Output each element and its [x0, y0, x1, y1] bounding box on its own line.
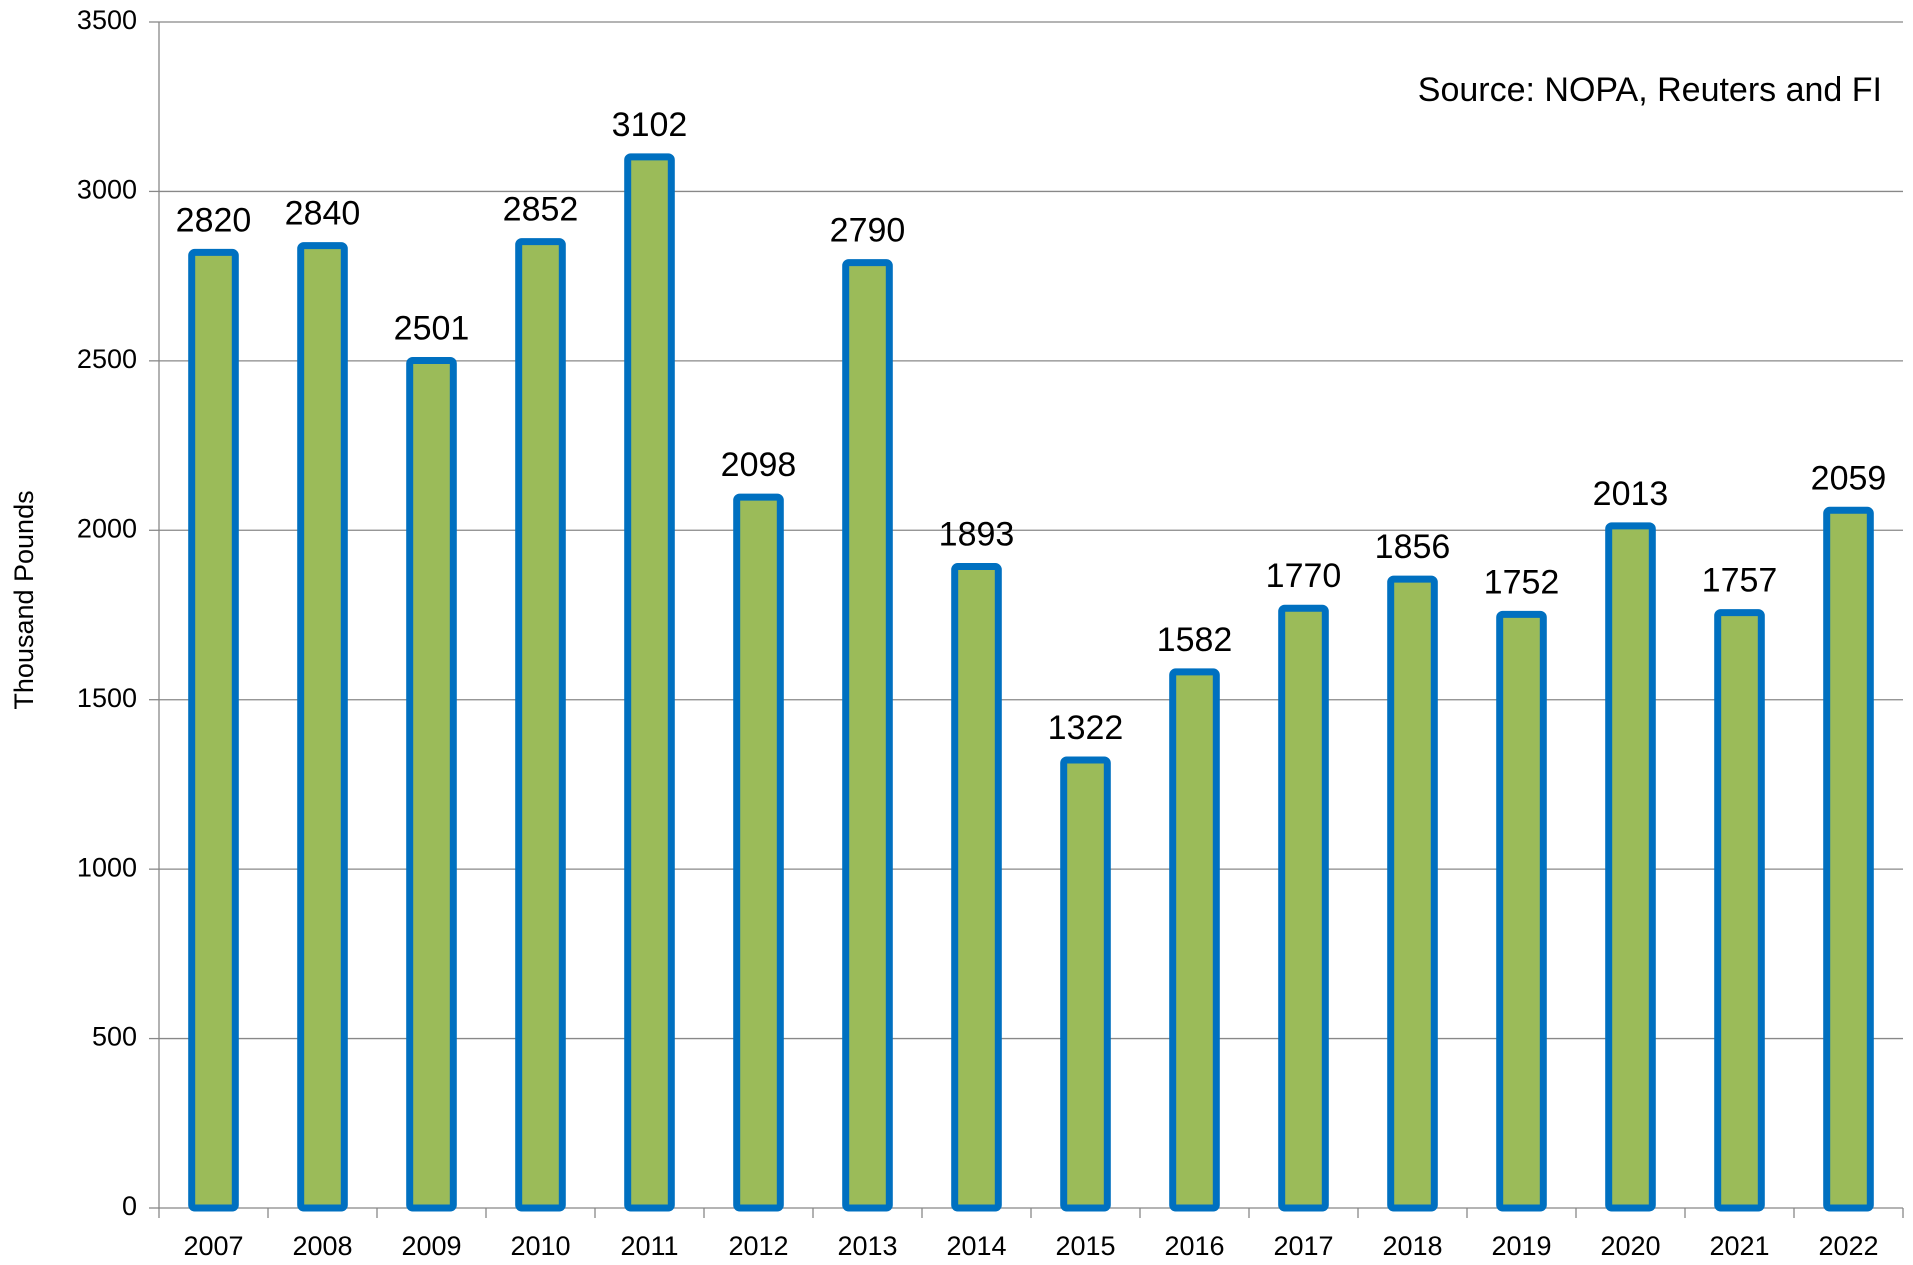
- value-label: 1752: [1484, 563, 1560, 601]
- value-label: 2059: [1811, 459, 1887, 497]
- y-tick-label: 3000: [77, 175, 137, 205]
- bar: [515, 238, 566, 1212]
- bar: [188, 248, 239, 1212]
- y-tick-label: 500: [92, 1022, 137, 1052]
- value-label: 2013: [1593, 475, 1669, 513]
- x-tick-label: 2018: [1382, 1231, 1442, 1261]
- y-axis-label: Thousand Pounds: [9, 490, 39, 709]
- x-tick-label: 2022: [1818, 1231, 1878, 1261]
- value-label: 2098: [721, 446, 797, 484]
- bar: [1823, 506, 1874, 1212]
- bar: [733, 493, 784, 1212]
- annotation: Source: NOPA, Reuters and FI: [1418, 71, 1882, 109]
- value-label: 1322: [1048, 709, 1124, 747]
- y-tick-label: 2500: [77, 344, 137, 374]
- bar: [406, 357, 457, 1212]
- bar: [297, 242, 348, 1212]
- value-label: 2852: [503, 191, 579, 229]
- value-label: 1770: [1266, 557, 1342, 595]
- y-tick-label: 1000: [77, 852, 137, 882]
- bar: [1605, 522, 1656, 1212]
- x-tick-label: 2011: [620, 1231, 678, 1261]
- x-tick-label: 2008: [292, 1231, 352, 1261]
- x-tick-label: 2012: [728, 1231, 788, 1261]
- x-tick-label: 2017: [1273, 1231, 1333, 1261]
- bar: [1496, 610, 1547, 1212]
- value-label: 1856: [1375, 528, 1451, 566]
- value-label: 1757: [1702, 562, 1778, 600]
- x-tick-label: 2013: [837, 1231, 897, 1261]
- x-tick-label: 2016: [1164, 1231, 1224, 1261]
- bar: [624, 153, 675, 1212]
- bar: [842, 259, 893, 1212]
- y-tick-label: 0: [122, 1191, 137, 1221]
- y-tick-label: 3500: [77, 5, 137, 35]
- value-label: 3102: [612, 106, 688, 144]
- value-label: 2790: [830, 212, 906, 250]
- bar: [951, 563, 1002, 1212]
- x-tick-label: 2021: [1709, 1231, 1769, 1261]
- x-tick-label: 2020: [1600, 1231, 1660, 1261]
- x-tick-label: 2019: [1491, 1231, 1551, 1261]
- bar: [1060, 756, 1111, 1212]
- x-tick-label: 2014: [946, 1231, 1006, 1261]
- x-tick-label: 2015: [1055, 1231, 1115, 1261]
- bar: [1278, 604, 1329, 1212]
- bar: [1387, 575, 1438, 1212]
- y-tick-label: 1500: [77, 683, 137, 713]
- value-label: 2501: [394, 310, 470, 348]
- value-label: 1582: [1157, 621, 1233, 659]
- value-label: 2840: [285, 195, 361, 233]
- x-tick-label: 2007: [183, 1231, 243, 1261]
- value-label: 2820: [176, 201, 252, 239]
- value-label: 1893: [939, 516, 1015, 554]
- bar: [1169, 668, 1220, 1212]
- x-tick-label: 2009: [401, 1231, 461, 1261]
- bar: [1714, 609, 1765, 1212]
- x-tick-label: 2010: [510, 1231, 570, 1261]
- y-tick-label: 2000: [77, 513, 137, 543]
